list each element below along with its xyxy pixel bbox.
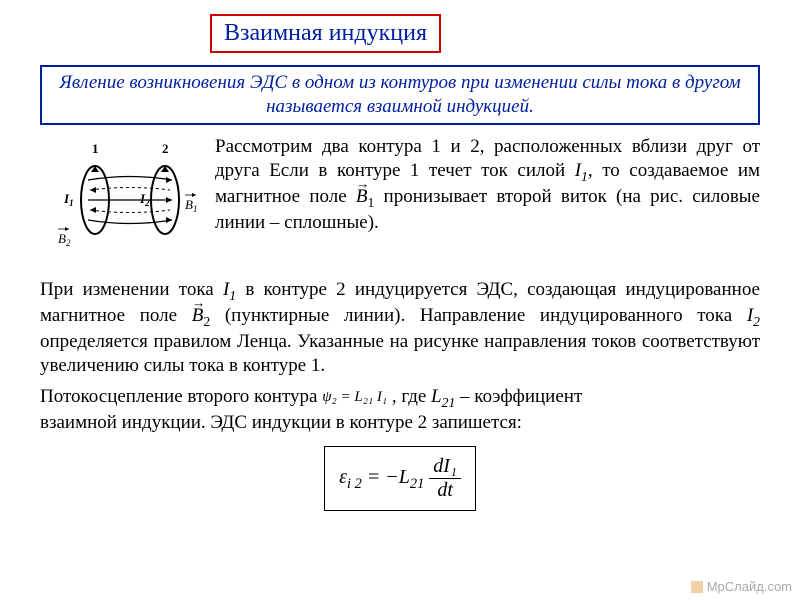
- p2-i2-sub: 2: [753, 314, 760, 329]
- b1-label: B1: [185, 197, 197, 214]
- formula-box: εi 2 = −L21 dI₁ dt: [324, 446, 476, 511]
- p3-line2: взаимной индукции. ЭДС индукции в контур…: [40, 412, 522, 433]
- f-eps-sub: i 2: [347, 476, 362, 492]
- title-text: Взаимная индукция: [224, 20, 427, 46]
- title-box: Взаимная индукция: [210, 14, 441, 53]
- p2-d: определяется правилом Ленца. Указанные н…: [40, 331, 760, 376]
- b2-label: B2: [58, 231, 71, 248]
- mutual-induction-diagram: 1 2 I1 I2 B1 B2: [40, 135, 215, 265]
- definition-text: Явление возникновения ЭДС в одном из кон…: [59, 72, 740, 117]
- paragraph-2: При изменении тока I1 в контуре 2 индуци…: [40, 278, 760, 379]
- p3-c: – коэффициент: [455, 386, 582, 407]
- paragraph-3: Потокосцепление второго контура ψ₂ = L₂₁…: [40, 385, 760, 436]
- p1-i1-sub: 1: [581, 169, 588, 184]
- f-eq: = −: [362, 466, 399, 488]
- watermark-text: МрСлайд.com: [707, 579, 792, 594]
- watermark: МрСлайд.com: [691, 579, 792, 594]
- i1-label: I1: [63, 191, 74, 208]
- p3-L: L: [431, 386, 442, 407]
- loop1-label: 1: [92, 141, 99, 156]
- f-eps: ε: [339, 466, 347, 488]
- p2-B2: B: [192, 305, 204, 326]
- watermark-icon: [691, 581, 703, 593]
- loop2-label: 2: [162, 141, 169, 156]
- diagram: 1 2 I1 I2 B1 B2: [40, 135, 215, 270]
- f-L: L: [399, 466, 410, 488]
- p2-c: (пунктирные линии). Направление индуциро…: [210, 305, 747, 326]
- f-L-sub: 21: [410, 476, 424, 492]
- definition-box: Явление возникновения ЭДС в одном из кон…: [40, 65, 760, 125]
- slide-page: Взаимная индукция Явление возникновения …: [0, 0, 800, 600]
- p3-b: , где: [387, 386, 431, 407]
- formula-row: εi 2 = −L21 dI₁ dt: [40, 436, 760, 511]
- paragraph-1: Рассмотрим два контура 1 и 2, расположен…: [215, 135, 760, 270]
- p3-L-sub: 21: [442, 395, 456, 410]
- f-num: dI₁: [429, 455, 461, 479]
- row-diagram-text: 1 2 I1 I2 B1 B2 Рассмотрим два контура 1…: [40, 135, 760, 270]
- f-den: dt: [429, 479, 461, 502]
- i2-label: I2: [139, 191, 150, 208]
- p1-B1: B: [356, 186, 368, 207]
- p3-eq: ψ₂ = L₂₁ I₁: [322, 389, 387, 405]
- p3-a: Потокосцепление второго контура: [40, 386, 322, 407]
